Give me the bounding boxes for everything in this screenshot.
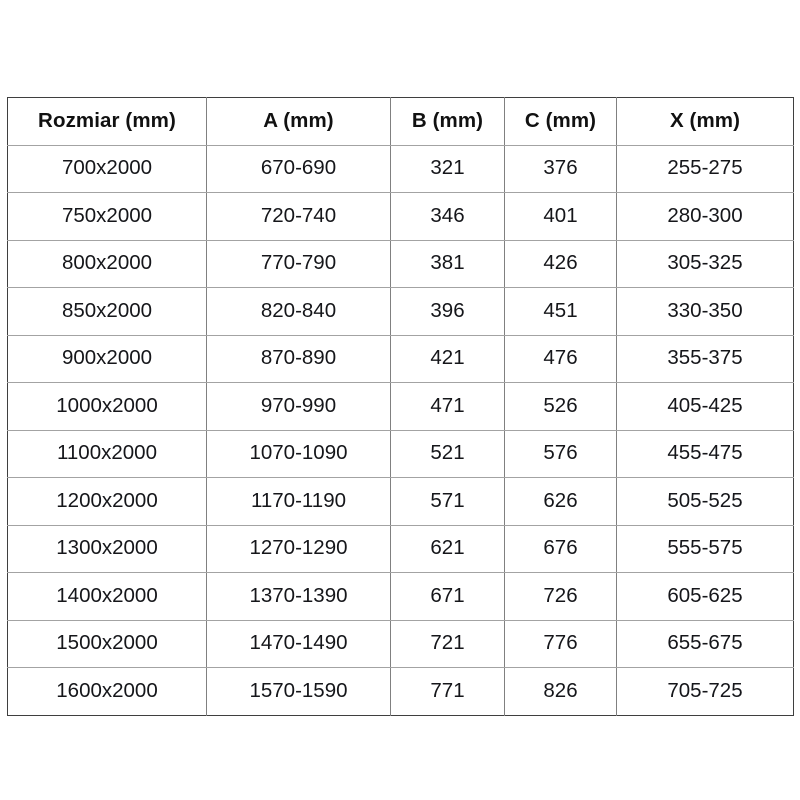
cell-a: 770-790 — [206, 240, 391, 288]
table-row: 1100x2000 1070-1090 521 576 455-475 — [7, 430, 794, 478]
cell-b: 771 — [390, 667, 505, 715]
cell-a: 720-740 — [206, 192, 391, 241]
cell-c: 451 — [504, 287, 617, 336]
cell-a: 870-890 — [206, 335, 391, 383]
table-row: 700x2000 670-690 321 376 255-275 — [7, 145, 794, 193]
column-header-x: X (mm) — [616, 97, 794, 146]
cell-b: 396 — [390, 287, 505, 336]
cell-x: 255-275 — [616, 145, 794, 193]
cell-x: 705-725 — [667, 678, 743, 702]
cell-b: 621 — [390, 525, 505, 573]
cell-c: 626 — [504, 477, 617, 526]
cell-c: 776 — [504, 620, 617, 668]
cell-a: 1170-1190 — [206, 477, 391, 526]
cell-x: 355-375 — [616, 335, 794, 383]
cell-b: 471 — [390, 382, 505, 431]
cell-b: 381 — [390, 240, 505, 288]
cell-size: 850x2000 — [7, 287, 207, 336]
cell-x: 405-425 — [616, 382, 794, 431]
cell-size: 1600x2000 — [7, 667, 207, 715]
cell-c: 576 — [504, 430, 617, 478]
cell-c: 526 — [504, 382, 617, 431]
cell-b: 521 — [390, 430, 505, 478]
table-row: 1400x2000 1370-1390 671 726 605-625 — [7, 572, 794, 621]
cell-size: 1300x2000 — [7, 525, 207, 573]
cell-x: 505-525 — [616, 477, 794, 526]
cell-size: 1400x2000 — [7, 572, 207, 621]
column-header-size: Rozmiar (mm) — [7, 97, 207, 146]
cell-a: 1070-1090 — [206, 430, 391, 478]
cell-a: 1470-1490 — [206, 620, 391, 668]
cell-c: 376 — [504, 145, 617, 193]
cell-c: 826 — [504, 667, 617, 715]
cell-size: 700x2000 — [7, 145, 207, 193]
table-row: 1500x2000 1470-1490 721 776 655-675 — [7, 620, 794, 668]
cell-x: 280-300 — [616, 192, 794, 241]
cell-c: 426 — [504, 240, 617, 288]
cell-size: 750x2000 — [7, 192, 207, 241]
column-header-a: A (mm) — [206, 97, 391, 146]
cell-b: 346 — [390, 192, 505, 241]
cell-a: 970-990 — [206, 382, 391, 431]
table-row: 1600x2000 1570-1590 771 826 705-725 — [7, 667, 794, 715]
table-row: 1200x2000 1170-1190 571 626 505-525 — [7, 477, 794, 526]
table-body: 700x2000 670-690 321 376 255-275 750x200… — [7, 145, 794, 715]
table-header: Rozmiar (mm) A (mm) B (mm) C (mm) X (mm) — [7, 97, 794, 146]
cell-size: 1500x2000 — [7, 620, 207, 668]
cell-x: 455-475 — [616, 430, 794, 478]
cell-a: 820-840 — [206, 287, 391, 336]
column-header-b: B (mm) — [390, 97, 505, 146]
cell-b: 671 — [390, 572, 505, 621]
cell-size: 1000x2000 — [7, 382, 207, 431]
column-header-c: C (mm) — [504, 97, 617, 146]
cell-a: 1370-1390 — [206, 572, 391, 621]
table-row: 800x2000 770-790 381 426 305-325 — [7, 240, 794, 288]
table-row: 1000x2000 970-990 471 526 405-425 — [7, 382, 794, 431]
cell-b: 571 — [390, 477, 505, 526]
cell-x: 605-625 — [616, 572, 794, 621]
table-header-row: Rozmiar (mm) A (mm) B (mm) C (mm) X (mm) — [7, 97, 794, 146]
cell-a: 670-690 — [206, 145, 391, 193]
cell-size: 1200x2000 — [7, 477, 207, 526]
cell-a: 1270-1290 — [206, 525, 391, 573]
cell-c: 676 — [504, 525, 617, 573]
cell-size: 900x2000 — [7, 335, 207, 383]
cell-x: 555-575 — [616, 525, 794, 573]
cell-b: 721 — [390, 620, 505, 668]
table-row: 900x2000 870-890 421 476 355-375 — [7, 335, 794, 383]
cell-a: 1570-1590 — [206, 667, 391, 715]
cell-c: 476 — [504, 335, 617, 383]
table-row: 850x2000 820-840 396 451 330-350 — [7, 287, 794, 336]
dimensions-table: Rozmiar (mm) A (mm) B (mm) C (mm) X (mm)… — [7, 97, 794, 716]
cell-c: 401 — [504, 192, 617, 241]
cell-c: 726 — [504, 572, 617, 621]
table-row: 1300x2000 1270-1290 621 676 555-575 — [7, 525, 794, 573]
cell-b: 421 — [390, 335, 505, 383]
cell-b: 321 — [390, 145, 505, 193]
cell-size: 800x2000 — [7, 240, 207, 288]
cell-x: 655-675 — [616, 620, 794, 668]
cell-x: 330-350 — [616, 287, 794, 336]
table-row: 750x2000 720-740 346 401 280-300 — [7, 192, 794, 241]
cell-x: 305-325 — [616, 240, 794, 288]
cell-size: 1100x2000 — [7, 430, 207, 478]
